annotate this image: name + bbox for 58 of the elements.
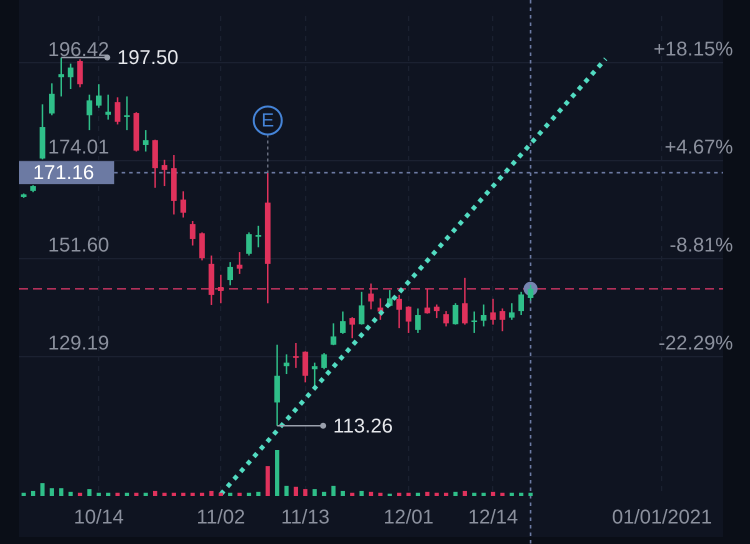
bar [256, 492, 260, 496]
x-tick-label: 11/13 [281, 506, 330, 529]
bar [181, 492, 186, 496]
bar [218, 492, 223, 496]
y-tick-label: 174.01 [48, 136, 110, 159]
bar [96, 492, 101, 496]
bar [152, 490, 158, 496]
bar [368, 492, 374, 496]
y2-tick-label: -8.81% [670, 234, 734, 257]
bar [472, 492, 476, 496]
bar [434, 492, 439, 496]
bar [68, 492, 73, 496]
y2-tick-label: -22.29% [658, 332, 734, 355]
bar [30, 490, 36, 496]
bar [275, 450, 280, 496]
x-tick-label: 12/14 [468, 506, 518, 529]
bar [106, 492, 110, 496]
bar [303, 489, 308, 496]
bar [228, 492, 232, 496]
bar [190, 492, 195, 496]
bar [50, 488, 54, 496]
bar [425, 492, 430, 496]
bar [397, 492, 402, 496]
bar [490, 492, 496, 496]
y-tick-label: 151.60 [48, 234, 110, 257]
bar [22, 492, 26, 496]
bar [519, 492, 524, 496]
x-tick-label: 12/01 [384, 506, 434, 529]
bar [40, 483, 45, 496]
bar [266, 466, 270, 496]
bar [322, 492, 326, 496]
bar [350, 492, 354, 496]
bar [331, 486, 336, 496]
y-tick-label: 196.42 [48, 38, 110, 61]
bar [87, 489, 92, 496]
bar [209, 490, 214, 496]
y-tick-label: 129.19 [48, 332, 110, 355]
bar [360, 490, 364, 496]
y2-tick-label: +4.67% [664, 136, 734, 159]
bar [312, 489, 317, 496]
bar [134, 492, 138, 496]
bar [144, 492, 148, 496]
y2-tick-label: +18.15% [653, 38, 734, 61]
x-tick-label: 11/02 [196, 506, 246, 529]
annotation: 113.26 [333, 415, 393, 438]
x-tick-label: 01/01/2021 [612, 506, 712, 529]
bar [59, 488, 64, 496]
x-tick-label: 10/14 [74, 506, 124, 529]
bar [340, 490, 345, 496]
series-label: E [261, 110, 274, 132]
bar [482, 492, 486, 496]
bar [284, 486, 289, 496]
bar [294, 486, 298, 496]
bar [510, 492, 514, 496]
bar [453, 492, 458, 496]
annotation: 197.50 [117, 47, 178, 70]
bar [462, 490, 467, 496]
ref-line-label: 171.16 [33, 162, 94, 184]
